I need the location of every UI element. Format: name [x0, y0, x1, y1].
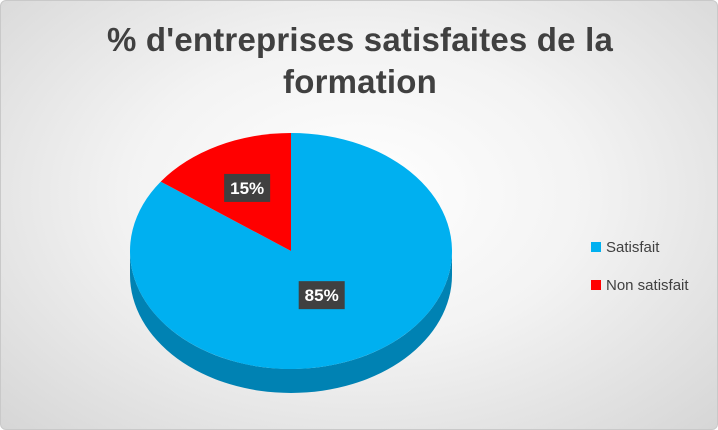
pie-3d-sides: [130, 251, 452, 393]
data-label-box: [224, 173, 271, 202]
chart-title: % d'entreprises satisfaites de la format…: [1, 19, 717, 103]
legend-item-non-satisfait: Non satisfait: [591, 275, 689, 295]
chart-title-line-2: formation: [283, 63, 437, 100]
legend-swatch-non-satisfait: [591, 280, 601, 290]
legend-item-satisfait: Satisfait: [591, 237, 689, 257]
legend-label-satisfait: Satisfait: [606, 238, 660, 256]
data-label-text: 85%: [305, 286, 339, 305]
pie-side-satisfait: [130, 251, 452, 393]
legend: Satisfait Non satisfait: [591, 237, 689, 313]
legend-swatch-satisfait: [591, 242, 601, 252]
data-label-text: 15%: [230, 179, 264, 198]
data-label-box: [298, 281, 345, 310]
chart-title-line-1: % d'entreprises satisfaites de la: [107, 21, 613, 58]
data-label-satisfait: 85%: [298, 281, 345, 310]
legend-label-non-satisfait: Non satisfait: [606, 276, 689, 294]
pie-slices: [130, 133, 452, 370]
pie-slice-satisfait: [130, 133, 452, 370]
data-label-non-satisfait: 15%: [224, 173, 271, 202]
pie-data-labels: 85% 15%: [224, 173, 345, 310]
